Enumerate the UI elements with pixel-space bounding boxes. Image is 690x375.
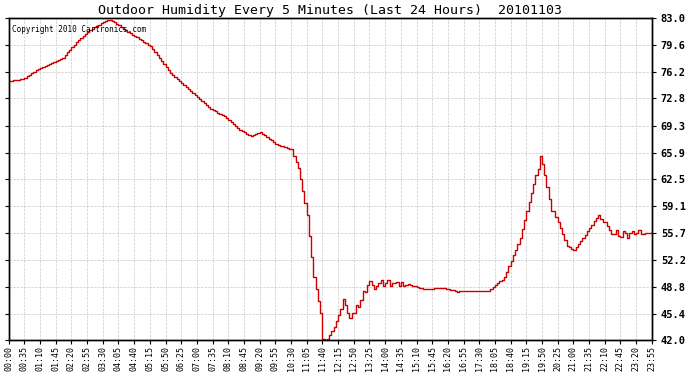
Title: Outdoor Humidity Every 5 Minutes (Last 24 Hours)  20101103: Outdoor Humidity Every 5 Minutes (Last 2… (98, 4, 562, 17)
Text: Copyright 2010 Cartronics.com: Copyright 2010 Cartronics.com (12, 25, 146, 34)
